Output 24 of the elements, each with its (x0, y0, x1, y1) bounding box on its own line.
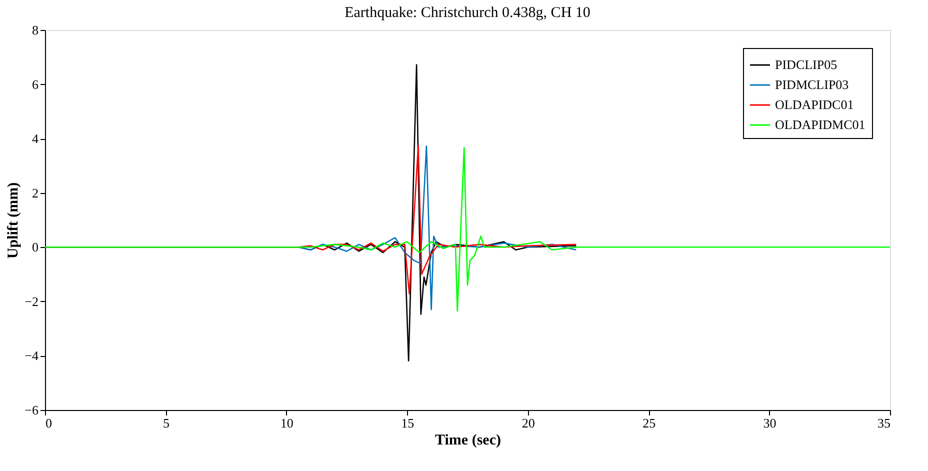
y-tick-label: 8 (32, 22, 38, 38)
x-tick-label: 25 (642, 416, 656, 430)
y-tick-label: 0 (32, 240, 38, 255)
line-series (44, 147, 891, 312)
legend-label: OLDAPIDMC01 (775, 117, 866, 132)
x-tick-label: 10 (280, 416, 294, 430)
x-tick-label: 30 (763, 416, 776, 430)
y-axis-title: Uplift (mm) (6, 182, 22, 259)
legend-label: OLDAPIDC01 (775, 97, 854, 112)
legend-label: PIDCLIP05 (775, 57, 838, 72)
x-tick-label: 20 (522, 416, 535, 430)
x-tick-label: 0 (46, 416, 52, 430)
x-tick-label: 15 (401, 416, 414, 430)
x-axis-title: Time (sec) (435, 432, 501, 448)
x-tick-label: 35 (878, 416, 890, 430)
y-tick-label: 2 (32, 185, 38, 200)
x-tick-label: 5 (162, 416, 170, 430)
y-tick-label: −6 (24, 402, 39, 418)
y-tick-label: −4 (24, 348, 39, 364)
y-tick-label: −2 (24, 294, 38, 309)
chart-title: Earthquake: Christchurch 0.438g, CH 10 (344, 5, 590, 21)
y-tick-label: 4 (32, 131, 39, 146)
legend-label: PIDMCLIP03 (775, 77, 849, 92)
y-tick-label: 6 (32, 76, 39, 92)
